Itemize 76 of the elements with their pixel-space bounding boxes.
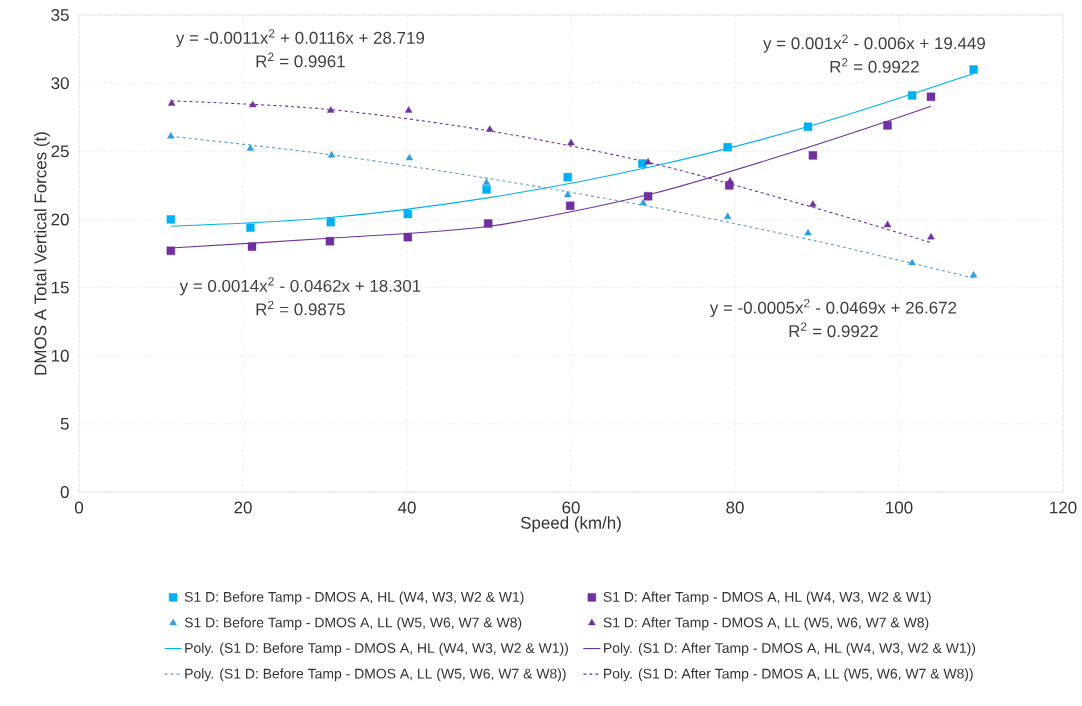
y-axis-title: DMOS A Total Vertical Forces (t)	[34, 132, 50, 375]
point	[247, 242, 257, 251]
legend-label: Poly. (S1 D: Before Tamp - DMOS A, HL (W4, W3, W2 & W1))	[185, 642, 568, 656]
point	[883, 220, 892, 228]
point	[167, 132, 175, 139]
point	[482, 185, 491, 194]
point	[166, 215, 176, 224]
point	[403, 209, 413, 219]
point	[726, 177, 734, 184]
x-tick-label: 100	[886, 501, 913, 514]
annotation: R$^{2}$ = 0.9922	[830, 58, 919, 73]
legend-label: Poly. (S1 D: After Tamp - DMOS A, LL (W5, W6, W7 & W8))	[604, 668, 973, 682]
legend-label: S1 D: Before Tamp - DMOS A, HL (W4, W3, W2 & W1)	[184, 591, 524, 605]
x-tick-label: 80	[726, 501, 744, 514]
annotation: R$^{2}$ = 0.9961	[256, 52, 345, 68]
point	[803, 122, 813, 131]
y-tick-label: 25	[51, 145, 69, 158]
x-axis-title: Speed (km/h)	[520, 516, 621, 533]
point	[246, 223, 255, 232]
point	[249, 100, 257, 108]
point	[908, 258, 916, 266]
point	[638, 159, 647, 168]
y-tick-label: 15	[51, 281, 69, 294]
y-tick-label: 35	[51, 9, 69, 21]
point	[969, 65, 978, 74]
point	[326, 217, 335, 227]
point	[325, 237, 335, 246]
point	[482, 178, 491, 185]
point	[804, 228, 812, 236]
point	[926, 92, 936, 101]
legend-label: Poly. (S1 D: Before Tamp - DMOS A, LL (W5, W6, W7 & W8))	[185, 668, 566, 682]
annotation: y = -0.0011x$^{2}$ + 0.0116x + 28.719	[175, 29, 425, 48]
legend-label: S1 D: After Tamp - DMOS A, HL (W4, W3, W2 & W1)	[603, 591, 931, 605]
point	[565, 201, 575, 210]
annotation: y = 0.0014x$^{2}$ - 0.0462x + 18.301	[179, 277, 421, 296]
point	[927, 232, 935, 240]
point	[564, 190, 572, 198]
y-tick-label: 0	[60, 486, 69, 498]
point	[723, 212, 732, 219]
point	[969, 271, 978, 278]
point	[246, 144, 255, 151]
x-tick-label: 120	[1050, 501, 1077, 514]
point	[567, 138, 575, 146]
point	[563, 172, 572, 182]
annotation: R$^{2}$ = 0.9922	[789, 322, 878, 338]
point	[643, 192, 653, 201]
annotation: y = -0.0005x$^{2}$ - 0.0469x + 26.672	[709, 298, 957, 318]
legend-label: Poly. (S1 D: After Tamp - DMOS A, HL (W4, W3, W2 & W1))	[604, 642, 976, 656]
x-tick-label: 20	[234, 501, 252, 514]
point	[644, 157, 652, 165]
x-tick-label: 60	[562, 501, 580, 514]
y-tick-label: 10	[51, 349, 69, 362]
point	[405, 153, 414, 161]
x-tick-label: 0	[74, 501, 84, 514]
point	[723, 143, 732, 152]
point	[809, 200, 817, 207]
y-tick-label: 30	[51, 77, 69, 90]
legend-label: S1 D: Before Tamp - DMOS A, LL (W5, W6, W7 & W8)	[184, 617, 522, 631]
point	[403, 232, 413, 242]
point	[639, 198, 647, 206]
y-tick-label: 20	[51, 213, 69, 226]
point	[166, 246, 176, 255]
point	[883, 121, 892, 130]
point	[168, 99, 176, 106]
point	[486, 125, 494, 132]
x-tick-label: 40	[397, 501, 416, 514]
point	[404, 106, 413, 113]
point	[907, 91, 917, 100]
point	[327, 151, 336, 158]
legend-label: S1 D: After Tamp - DMOS A, LL (W5, W6, W7 & W8)	[603, 617, 929, 631]
point	[808, 151, 818, 160]
point	[327, 106, 335, 113]
annotation: R$^{2}$ = 0.9875	[256, 300, 345, 316]
annotation: y = 0.001x$^{2}$ - 0.006x + 19.449	[763, 34, 985, 53]
y-tick-label: 5	[60, 417, 69, 430]
point	[483, 219, 493, 228]
